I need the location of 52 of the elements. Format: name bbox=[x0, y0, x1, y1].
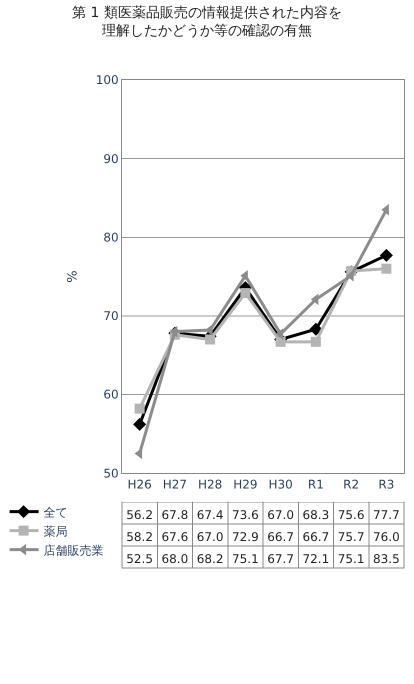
data-label: 67.6 bbox=[162, 530, 188, 544]
data-label: 67.4 bbox=[196, 508, 224, 522]
data-label: 58.2 bbox=[126, 530, 153, 544]
point bbox=[134, 404, 145, 414]
x-tick-label: H28 bbox=[198, 478, 222, 492]
y-tick-label: 100 bbox=[96, 73, 119, 88]
legend-label: 全て bbox=[44, 505, 68, 520]
y-tick-label: 80 bbox=[103, 230, 119, 244]
x-tick-label: H26 bbox=[127, 478, 152, 492]
x-tick-label: R2 bbox=[343, 478, 360, 492]
x-tick-label: H29 bbox=[233, 478, 258, 492]
data-label: 68.3 bbox=[302, 508, 330, 522]
data-label: 77.7 bbox=[373, 508, 400, 522]
y-tick-label: 60 bbox=[103, 388, 119, 402]
data-label: 56.2 bbox=[126, 508, 153, 522]
chart-title: 第 1 類医薬品販売の情報提供された内容を理解したかどうか等の確認の有無 bbox=[72, 4, 342, 39]
data-label: 67.0 bbox=[267, 508, 294, 522]
legend-label: 店舗販売業 bbox=[44, 543, 104, 558]
point bbox=[240, 288, 250, 298]
data-label: 75.1 bbox=[232, 552, 259, 566]
point bbox=[309, 322, 322, 336]
data-label: 68.2 bbox=[196, 552, 224, 566]
point bbox=[310, 336, 321, 347]
point bbox=[205, 334, 216, 344]
data-label: 67.7 bbox=[267, 552, 294, 566]
data-label: 75.7 bbox=[338, 530, 364, 544]
x-tick-label: H30 bbox=[268, 478, 293, 492]
data-label: 67.0 bbox=[196, 530, 224, 544]
point bbox=[133, 418, 146, 431]
x-tick-label: R3 bbox=[378, 478, 394, 492]
point bbox=[381, 264, 392, 274]
data-label: 66.7 bbox=[302, 530, 330, 544]
data-label: 83.5 bbox=[373, 552, 400, 566]
y-axis-title: % bbox=[66, 270, 81, 283]
data-label: 75.1 bbox=[338, 552, 364, 566]
data-label: 72.9 bbox=[232, 530, 259, 544]
data-label: 75.6 bbox=[338, 508, 364, 522]
legend-label: 薬局 bbox=[44, 524, 68, 538]
point bbox=[276, 336, 286, 347]
data-label: 76.0 bbox=[373, 530, 400, 544]
x-tick-label: R1 bbox=[308, 478, 324, 492]
data-label: 67.8 bbox=[162, 508, 188, 522]
data-label: 66.7 bbox=[267, 530, 294, 544]
data-label: 68.0 bbox=[162, 552, 188, 566]
y-tick-label: 50 bbox=[103, 466, 119, 480]
y-tick-label: 90 bbox=[103, 152, 119, 166]
y-tick-label: 70 bbox=[103, 309, 119, 324]
data-label: 52.5 bbox=[126, 552, 153, 566]
x-tick-label: H27 bbox=[162, 478, 188, 492]
data-label: 72.1 bbox=[302, 552, 330, 566]
point bbox=[380, 248, 393, 262]
data-label: 73.6 bbox=[232, 508, 259, 522]
